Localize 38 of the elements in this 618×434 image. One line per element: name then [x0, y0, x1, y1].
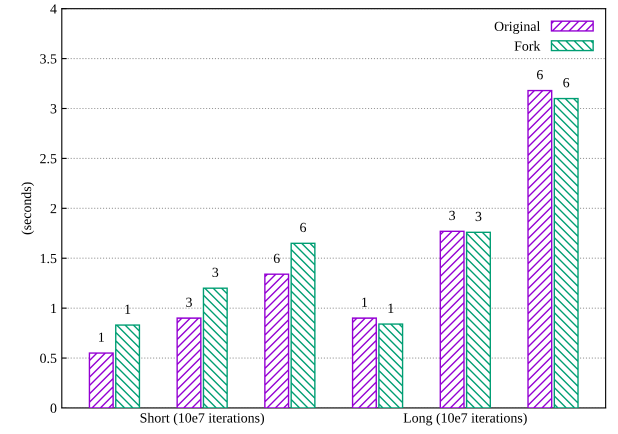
bar — [352, 317, 377, 408]
annotation: 6 — [536, 70, 543, 80]
annotation: 6 — [563, 78, 570, 88]
x-tick-label: Short (10e7 iterations) — [140, 412, 264, 426]
bar — [466, 232, 491, 408]
y-tick-label: 2 — [50, 204, 56, 214]
y-tick-label: 1.5 — [40, 254, 56, 264]
annotation: 6 — [300, 222, 306, 232]
bar — [440, 230, 465, 408]
y-tick-label: 2.5 — [40, 154, 56, 164]
bar — [88, 352, 114, 408]
y-tick-label: 3 — [50, 104, 56, 114]
y-tick-label: 1 — [51, 304, 56, 313]
x-tick-label: Long (10e7 iterations) — [404, 412, 527, 426]
annotation: 6 — [274, 254, 280, 264]
annotation: 1 — [388, 304, 394, 313]
y-tick-label: 4 — [50, 4, 57, 14]
bar — [264, 274, 290, 408]
y-tick-label: 0 — [50, 404, 56, 413]
legend-label: Fork — [514, 40, 540, 51]
annotation: 3 — [449, 210, 456, 220]
annotation: 1 — [362, 298, 368, 307]
legend-label: Original — [494, 21, 540, 34]
y-tick-label: 3.5 — [40, 54, 56, 64]
annotation: 3 — [476, 212, 482, 222]
bar — [527, 90, 552, 408]
bar — [176, 317, 202, 408]
bar — [290, 242, 316, 408]
y-axis-title: (seconds) — [21, 182, 34, 234]
y-tick-label: 0.5 — [40, 354, 56, 364]
annotation: 1 — [125, 304, 130, 314]
bar — [202, 287, 228, 408]
annotation: 3 — [186, 298, 192, 307]
bar — [115, 324, 140, 408]
annotation: 3 — [212, 268, 218, 278]
bar — [554, 98, 579, 408]
bar — [378, 323, 404, 408]
annotation: 1 — [99, 332, 104, 342]
